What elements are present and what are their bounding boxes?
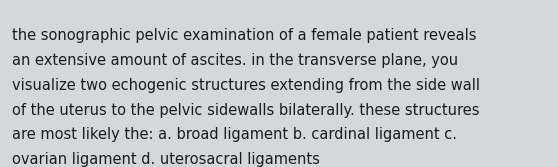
Text: ovarian ligament d. uterosacral ligaments: ovarian ligament d. uterosacral ligament…: [12, 152, 320, 167]
Text: the sonographic pelvic examination of a female patient reveals: the sonographic pelvic examination of a …: [12, 28, 477, 43]
Text: visualize two echogenic structures extending from the side wall: visualize two echogenic structures exten…: [12, 78, 480, 93]
Text: an extensive amount of ascites. in the transverse plane, you: an extensive amount of ascites. in the t…: [12, 53, 459, 68]
Text: of the uterus to the pelvic sidewalls bilaterally. these structures: of the uterus to the pelvic sidewalls bi…: [12, 103, 480, 118]
Text: are most likely the: a. broad ligament b. cardinal ligament c.: are most likely the: a. broad ligament b…: [12, 127, 457, 142]
